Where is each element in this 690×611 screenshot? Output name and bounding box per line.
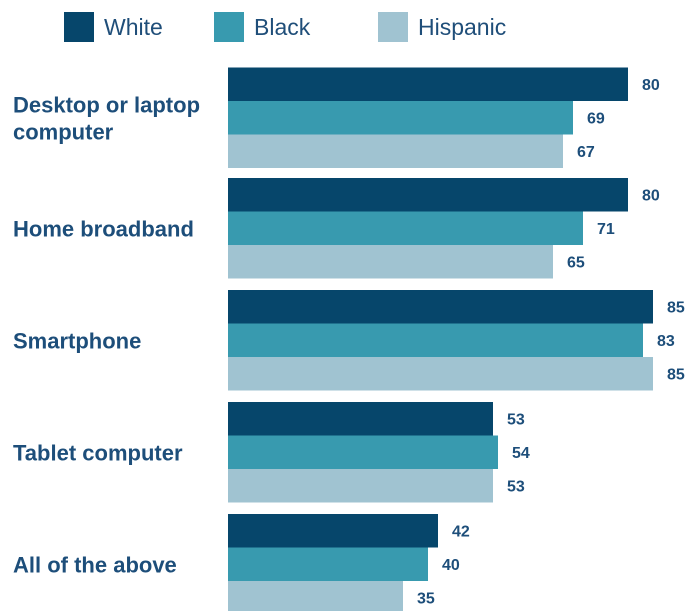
bar-home-broadband-white: [228, 178, 628, 212]
value-label-tablet-computer-black: 54: [512, 445, 530, 462]
bar-desktop-or-laptop-computer-black: [228, 101, 573, 135]
value-label-all-of-the-above-white: 42: [452, 523, 470, 540]
value-label-all-of-the-above-hispanic: 35: [417, 590, 435, 607]
bar-tablet-computer-hispanic: [228, 469, 493, 503]
bar-home-broadband-hispanic: [228, 245, 553, 279]
bar-all-of-the-above-black: [228, 547, 428, 581]
legend-swatch-black: [214, 12, 244, 42]
category-label-tablet-computer: Tablet computer: [13, 440, 183, 465]
value-label-smartphone-black: 83: [657, 333, 675, 350]
bar-smartphone-white: [228, 290, 653, 324]
legend-label-black: Black: [254, 13, 311, 40]
value-label-home-broadband-hispanic: 65: [567, 254, 585, 271]
bar-home-broadband-black: [228, 211, 583, 245]
legend-swatch-hispanic: [378, 12, 408, 42]
value-label-desktop-or-laptop-computer-white: 80: [642, 77, 660, 94]
value-label-all-of-the-above-black: 40: [442, 557, 460, 574]
value-label-smartphone-white: 85: [667, 299, 685, 316]
value-label-smartphone-hispanic: 85: [667, 366, 685, 383]
bar-tablet-computer-black: [228, 435, 498, 469]
bar-all-of-the-above-white: [228, 514, 438, 548]
legend-label-white: White: [104, 13, 163, 40]
value-label-tablet-computer-white: 53: [507, 411, 525, 428]
category-label-all-of-the-above: All of the above: [13, 552, 177, 577]
bar-tablet-computer-white: [228, 402, 493, 436]
legend-item-white: White: [64, 10, 163, 44]
category-label-desktop-or-laptop-computer-line-2: computer: [13, 119, 114, 144]
category-label-home-broadband: Home broadband: [13, 216, 194, 241]
legend-item-black: Black: [214, 10, 310, 44]
category-label-desktop-or-laptop-computer-line-1: Desktop or laptop: [13, 92, 200, 117]
legend-label-hispanic: Hispanic: [418, 13, 507, 40]
bar-desktop-or-laptop-computer-white: [228, 67, 628, 101]
bar-desktop-or-laptop-computer-hispanic: [228, 134, 563, 168]
legend-swatch-white: [64, 12, 94, 42]
value-label-tablet-computer-hispanic: 53: [507, 478, 525, 495]
category-label-smartphone: Smartphone: [13, 328, 141, 353]
value-label-desktop-or-laptop-computer-hispanic: 67: [577, 144, 595, 161]
value-label-home-broadband-white: 80: [642, 187, 660, 204]
value-label-desktop-or-laptop-computer-black: 69: [587, 110, 605, 127]
bar-smartphone-hispanic: [228, 357, 653, 391]
legend: White Black Hispanic: [0, 0, 690, 56]
legend-item-hispanic: Hispanic: [378, 10, 506, 44]
value-label-home-broadband-black: 71: [597, 221, 615, 238]
bar-all-of-the-above-hispanic: [228, 581, 403, 611]
bar-smartphone-black: [228, 323, 643, 357]
